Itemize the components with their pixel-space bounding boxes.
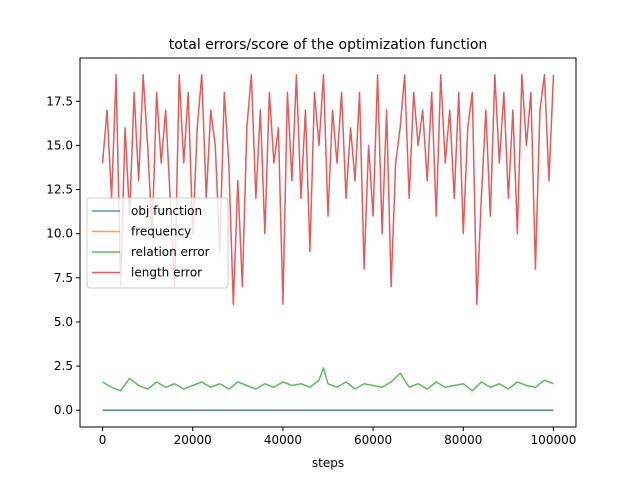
legend-label: relation error <box>131 245 210 259</box>
legend: obj function frequency relation error lengt… <box>86 197 229 289</box>
y-tick-label: 2.5 <box>54 359 73 373</box>
y-tick-label: 15.0 <box>46 138 73 152</box>
legend-label: obj function <box>131 204 202 218</box>
x-tick-label: 40000 <box>264 433 302 447</box>
y-tick-label: 5.0 <box>54 315 73 329</box>
x-axis-label: steps <box>312 456 344 470</box>
y-axis: 0.0 2.5 5.0 7.5 10.0 12.5 15.0 17.5 <box>46 94 80 417</box>
x-tick-label: 0 <box>99 433 107 447</box>
x-tick-label: 60000 <box>354 433 392 447</box>
x-axis: 0 20000 40000 60000 80000 100000 <box>99 427 577 447</box>
y-tick-label: 17.5 <box>46 94 73 108</box>
y-tick-label: 7.5 <box>54 271 73 285</box>
series-line-length-error <box>101 74 555 306</box>
y-tick-label: 0.0 <box>54 403 73 417</box>
series-line-relation-error <box>102 367 554 392</box>
y-tick-label: 10.0 <box>46 227 73 241</box>
x-tick-label: 20000 <box>174 433 212 447</box>
x-tick-label: 80000 <box>444 433 482 447</box>
chart-title: total errors/score of the optimization f… <box>169 37 488 53</box>
x-tick-label: 100000 <box>531 433 577 447</box>
y-tick-label: 12.5 <box>46 183 73 197</box>
plot-lines <box>101 74 555 411</box>
legend-label: frequency <box>131 225 191 239</box>
legend-label: length error <box>131 266 202 280</box>
legend-box <box>86 197 229 289</box>
axes-frame <box>79 57 577 428</box>
